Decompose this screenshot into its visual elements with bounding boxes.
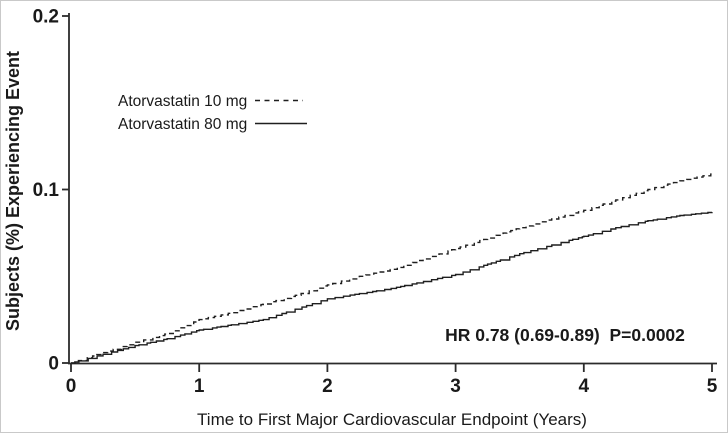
y-tick-label: 0.1 bbox=[33, 180, 60, 201]
curve-atorvastatin-10mg bbox=[71, 173, 713, 364]
x-tick-label: 0 bbox=[66, 376, 77, 397]
hazard-ratio-annotation: HR 0.78 (0.69-0.89) P=0.0002 bbox=[445, 325, 685, 345]
x-tick-label: 4 bbox=[579, 376, 590, 397]
x-tick-label: 3 bbox=[450, 376, 461, 397]
legend: Atorvastatin 10 mg Atorvastatin 80 mg bbox=[118, 93, 307, 133]
curve-atorvastatin-80mg bbox=[71, 211, 713, 364]
y-tick-label: 0 bbox=[48, 354, 59, 375]
y-tick-label: 0.2 bbox=[33, 7, 59, 28]
legend-label-atorvastatin-10mg: Atorvastatin 10 mg bbox=[118, 93, 247, 110]
axes: 0 0.1 0.2 0 1 2 3 4 5 bbox=[33, 7, 718, 398]
x-tick-label: 5 bbox=[707, 376, 718, 397]
curves bbox=[71, 173, 713, 364]
y-axis-title: Subjects (%) Experiencing Event bbox=[3, 51, 23, 331]
legend-label-atorvastatin-80mg: Atorvastatin 80 mg bbox=[118, 116, 247, 133]
x-axis-title: Time to First Major Cardiovascular Endpo… bbox=[197, 410, 587, 429]
x-tick-label: 1 bbox=[194, 376, 205, 397]
x-tick-label: 2 bbox=[322, 376, 333, 397]
